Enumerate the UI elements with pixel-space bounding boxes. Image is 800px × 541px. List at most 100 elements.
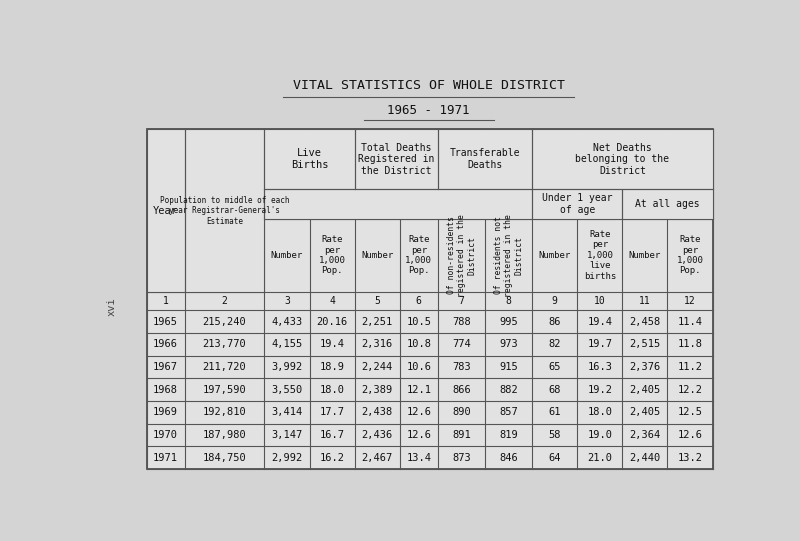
Text: 19.4: 19.4 xyxy=(319,339,345,349)
Bar xyxy=(146,129,713,469)
Bar xyxy=(532,129,713,189)
Text: 187,980: 187,980 xyxy=(202,430,246,440)
Text: 3: 3 xyxy=(284,296,290,306)
Text: Population to middle of each
year Registrar-General's
Estimate: Population to middle of each year Regist… xyxy=(160,196,290,226)
Text: Number: Number xyxy=(271,251,303,260)
Text: 18.0: 18.0 xyxy=(319,385,345,395)
Text: Number: Number xyxy=(538,251,571,260)
Text: 12.6: 12.6 xyxy=(678,430,702,440)
Text: At all ages: At all ages xyxy=(635,199,700,209)
Text: 12.1: 12.1 xyxy=(406,385,431,395)
Text: 846: 846 xyxy=(499,453,518,463)
Text: 68: 68 xyxy=(549,385,561,395)
Text: 1968: 1968 xyxy=(153,385,178,395)
Text: 3,414: 3,414 xyxy=(271,407,302,417)
Text: 16.2: 16.2 xyxy=(319,453,345,463)
Text: 4,155: 4,155 xyxy=(271,339,302,349)
Text: 12.6: 12.6 xyxy=(406,430,431,440)
Text: 19.0: 19.0 xyxy=(587,430,612,440)
Text: Rate
per
1,000
Pop.: Rate per 1,000 Pop. xyxy=(318,235,346,275)
Text: 16.7: 16.7 xyxy=(319,430,345,440)
Text: Of residents not
registered in the
District: Of residents not registered in the Distr… xyxy=(494,214,523,296)
Text: 86: 86 xyxy=(549,317,561,327)
Text: 9: 9 xyxy=(552,296,558,306)
Text: 19.7: 19.7 xyxy=(587,339,612,349)
Text: 11.4: 11.4 xyxy=(678,317,702,327)
Text: 2,436: 2,436 xyxy=(362,430,393,440)
Text: 2,467: 2,467 xyxy=(362,453,393,463)
Text: 788: 788 xyxy=(452,317,471,327)
Text: 882: 882 xyxy=(499,385,518,395)
Text: 2,316: 2,316 xyxy=(362,339,393,349)
Text: 2,515: 2,515 xyxy=(630,339,661,349)
Text: 82: 82 xyxy=(549,339,561,349)
Text: 10: 10 xyxy=(594,296,606,306)
Text: 10.8: 10.8 xyxy=(406,339,431,349)
Text: 5: 5 xyxy=(374,296,380,306)
Text: 2,389: 2,389 xyxy=(362,385,393,395)
Text: 1965: 1965 xyxy=(153,317,178,327)
Text: 12.5: 12.5 xyxy=(678,407,702,417)
Text: 1: 1 xyxy=(162,296,169,306)
Text: Rate
per
1,000
live
births: Rate per 1,000 live births xyxy=(584,230,616,281)
Text: Rate
per
1,000
Pop.: Rate per 1,000 Pop. xyxy=(677,235,703,275)
Text: Total Deaths
Registered in
the District: Total Deaths Registered in the District xyxy=(358,143,434,176)
Text: 1969: 1969 xyxy=(153,407,178,417)
Bar xyxy=(146,129,185,292)
Text: 65: 65 xyxy=(549,362,561,372)
Text: 2,458: 2,458 xyxy=(630,317,661,327)
Text: 1966: 1966 xyxy=(153,339,178,349)
Text: Number: Number xyxy=(629,251,661,260)
Text: 12.6: 12.6 xyxy=(406,407,431,417)
Text: 6: 6 xyxy=(416,296,422,306)
Text: 1970: 1970 xyxy=(153,430,178,440)
Text: 973: 973 xyxy=(499,339,518,349)
Text: 4: 4 xyxy=(329,296,335,306)
Text: 2,992: 2,992 xyxy=(271,453,302,463)
Text: 213,770: 213,770 xyxy=(202,339,246,349)
Text: 7: 7 xyxy=(458,296,464,306)
Text: 10.5: 10.5 xyxy=(406,317,431,327)
Text: 58: 58 xyxy=(549,430,561,440)
Text: 20.16: 20.16 xyxy=(317,317,348,327)
Text: 873: 873 xyxy=(452,453,471,463)
Text: 1967: 1967 xyxy=(153,362,178,372)
Text: Net Deaths
belonging to the
District: Net Deaths belonging to the District xyxy=(575,143,670,176)
Text: 2,376: 2,376 xyxy=(630,362,661,372)
Text: 16.3: 16.3 xyxy=(587,362,612,372)
Text: 857: 857 xyxy=(499,407,518,417)
Bar xyxy=(185,129,265,292)
Text: 2: 2 xyxy=(222,296,227,306)
Text: 215,240: 215,240 xyxy=(202,317,246,327)
Text: 995: 995 xyxy=(499,317,518,327)
Bar xyxy=(532,189,622,219)
Bar xyxy=(622,189,713,219)
Text: 2,438: 2,438 xyxy=(362,407,393,417)
Text: 866: 866 xyxy=(452,385,471,395)
Text: 2,364: 2,364 xyxy=(630,430,661,440)
Text: 774: 774 xyxy=(452,339,471,349)
Text: 17.7: 17.7 xyxy=(319,407,345,417)
Text: VITAL STATISTICS OF WHOLE DISTRICT: VITAL STATISTICS OF WHOLE DISTRICT xyxy=(293,80,565,93)
Text: xvi: xvi xyxy=(106,297,116,316)
Text: 3,992: 3,992 xyxy=(271,362,302,372)
Text: Rate
per
1,000
Pop.: Rate per 1,000 Pop. xyxy=(406,235,432,275)
Text: 21.0: 21.0 xyxy=(587,453,612,463)
Text: 11.8: 11.8 xyxy=(678,339,702,349)
Text: 11.2: 11.2 xyxy=(678,362,702,372)
Text: 3,147: 3,147 xyxy=(271,430,302,440)
Text: Live
Births: Live Births xyxy=(290,148,328,170)
Text: 2,251: 2,251 xyxy=(362,317,393,327)
Text: 783: 783 xyxy=(452,362,471,372)
Text: 18.9: 18.9 xyxy=(319,362,345,372)
Text: 2,244: 2,244 xyxy=(362,362,393,372)
Text: 61: 61 xyxy=(549,407,561,417)
Text: 18.0: 18.0 xyxy=(587,407,612,417)
Text: Year: Year xyxy=(153,206,178,216)
Text: 19.2: 19.2 xyxy=(587,385,612,395)
Text: 211,720: 211,720 xyxy=(202,362,246,372)
Text: 64: 64 xyxy=(549,453,561,463)
Text: Under 1 year
of age: Under 1 year of age xyxy=(542,193,613,215)
Text: Number: Number xyxy=(361,251,394,260)
Bar xyxy=(438,129,532,189)
